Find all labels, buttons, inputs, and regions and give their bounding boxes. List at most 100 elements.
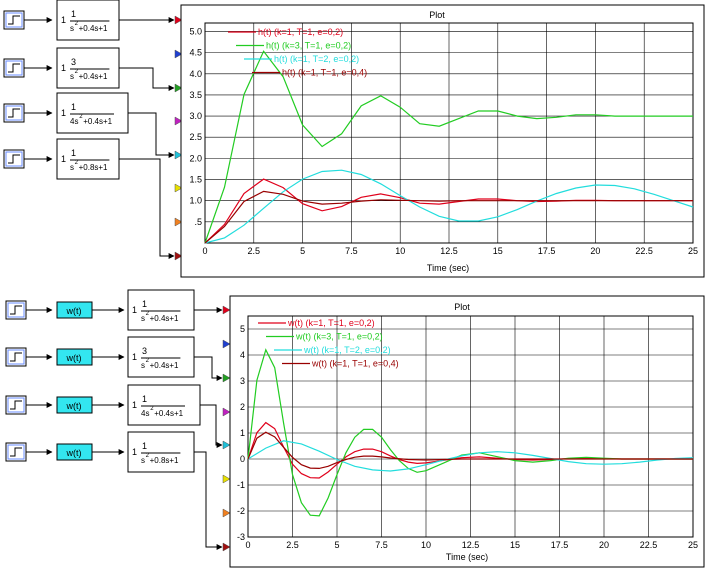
tf-denominator-head: 4s [141,409,149,418]
tf-denominator-tail: +0.4s+1 [150,361,179,370]
transfer-function-block[interactable]: 1s 2 +0.4s+13 [127,336,195,378]
series-line [204,169,694,244]
step-block-frame [3,149,25,169]
y-tick-label: -2 [237,506,245,516]
input-port-icon [174,116,183,126]
step-source-block[interactable] [5,347,27,367]
signal-line [200,404,223,448]
tf-denominator-tail: +0.4s+1 [154,409,183,418]
y-tick-label: 5.0 [189,26,202,36]
tf-exponent: 2 [79,114,83,120]
plot-panel-bottom[interactable]: Plot Time (sec) 0 2.5 5 7.5 10 12.5 15 17.5 20 22… [229,295,705,568]
step-block-frame [3,10,25,30]
input-port-icon [174,217,183,227]
step-icon [8,63,20,73]
x-tick-label: 22.5 [640,540,658,550]
x-tick-label: 22.5 [635,246,653,256]
input-port-icon [174,150,183,160]
weight-block[interactable]: w(t) [56,443,93,461]
step-source-block[interactable] [3,10,25,30]
step-source-block[interactable] [5,300,27,320]
input-port-icon [174,83,183,93]
transfer-function-block[interactable]: 1 4s 2 +0.4s+1 1 [127,384,201,426]
x-tick-label: 15 [510,540,520,550]
input-port-icon [222,508,231,518]
weight-block[interactable]: w(t) [56,396,93,414]
transfer-function-block[interactable]: 1s 2 +0.4s+11 [127,289,195,331]
step-source-block[interactable] [3,103,25,123]
transfer-function-block[interactable]: 1 4s 2 +0.4s+1 1 [56,92,129,134]
y-tick-label: 4 [240,350,245,360]
step-block-inner [7,349,25,365]
legend-label: h(t) (k=1, T=1, e=0,2) [258,27,343,37]
step-icon [10,352,22,362]
tf-numerator: 1 [71,148,76,158]
weight-block[interactable]: w(t) [56,301,93,319]
step-source-block[interactable] [5,395,27,415]
bottom-block-diagram: w(t) 1s 2 +0.4s+11w(t) 1s 2 +0.4s+13w(t) 14s 2 +0… [5,289,231,552]
transfer-function-block[interactable]: 1s 2 +0.8s+11 [127,431,195,473]
step-block-inner [7,302,25,318]
tf-numerator: 1 [142,441,147,451]
series-line [247,348,693,517]
step-source-block[interactable] [3,149,25,169]
weight-block-label: w(t) [66,448,82,458]
step-block-frame [5,300,27,320]
step-block-frame [3,103,25,123]
transfer-function-block[interactable]: 1s 2 +0.8s+11 [56,138,120,180]
plot-axes-box [204,22,694,244]
step-source-block[interactable] [3,58,25,78]
tf-denominator-head: s [70,163,74,172]
x-tick-label: 15 [493,246,503,256]
y-tick-label: 3.5 [189,90,202,100]
transfer-function-block[interactable]: 1s 2 +0.4s+11 [56,0,120,41]
transfer-function-block[interactable]: 1s 2 +0.4s+13 [56,47,120,89]
y-tick-label: -1 [237,480,245,490]
x-tick-label: 10 [421,540,431,550]
x-tick-label: 5 [300,246,305,256]
step-icon [8,154,20,164]
tf-gain: 1 [61,15,66,25]
tf-exponent: 2 [146,358,150,364]
tf-block-frame [56,0,120,41]
tf-block-frame [56,47,120,89]
step-block-inner [5,105,23,121]
step-block-frame [5,395,27,415]
series-line [204,190,693,244]
tf-denominator-head: s [70,24,74,33]
plot-area: 0 2.5 5 7.5 10 12.5 15 17.5 20 22.5 25 .5 1.0 1.5 2.0 2… [189,22,698,256]
plot-title: Plot [429,10,445,20]
series-line [247,440,694,472]
legend-label: w(t) (k=1, T=1, e=0,4) [311,359,399,369]
tf-block-frame [127,384,201,426]
tf-block-frame [56,138,120,180]
tf-exponent: 2 [146,311,150,317]
weight-block-label: w(t) [66,306,82,316]
y-tick-label: 4.0 [189,69,202,79]
x-axis-label: Time (sec) [427,263,469,273]
weight-block[interactable]: w(t) [56,348,93,366]
signal-line [119,67,175,91]
input-port-icon [222,305,231,315]
y-tick-label: 1 [240,428,245,438]
plot-panel-top[interactable]: Plot Time (sec) 0 2.5 5 7.5 10 12.5 15 17.5 20 22… [180,4,705,278]
series-line [247,431,693,470]
x-tick-label: 0 [245,540,250,550]
x-tick-label: 17.5 [551,540,569,550]
input-port-icon [174,49,183,59]
tf-gain: 1 [132,352,137,362]
legend-label: w(t) (k=1, T=1, e=0,2) [287,318,375,328]
tf-numerator: 1 [71,9,76,19]
input-port-icon [174,183,183,193]
step-block-inner [5,151,23,167]
step-icon [8,108,20,118]
signal-line [128,112,175,158]
x-axis-label: Time (sec) [446,552,488,562]
input-port-icon [222,373,231,383]
plot-title: Plot [454,302,470,312]
x-tick-label: 0 [202,246,207,256]
tf-block-frame [56,92,129,134]
input-port-icon [222,339,231,349]
x-tick-label: 12.5 [440,246,458,256]
step-source-block[interactable] [5,442,27,462]
